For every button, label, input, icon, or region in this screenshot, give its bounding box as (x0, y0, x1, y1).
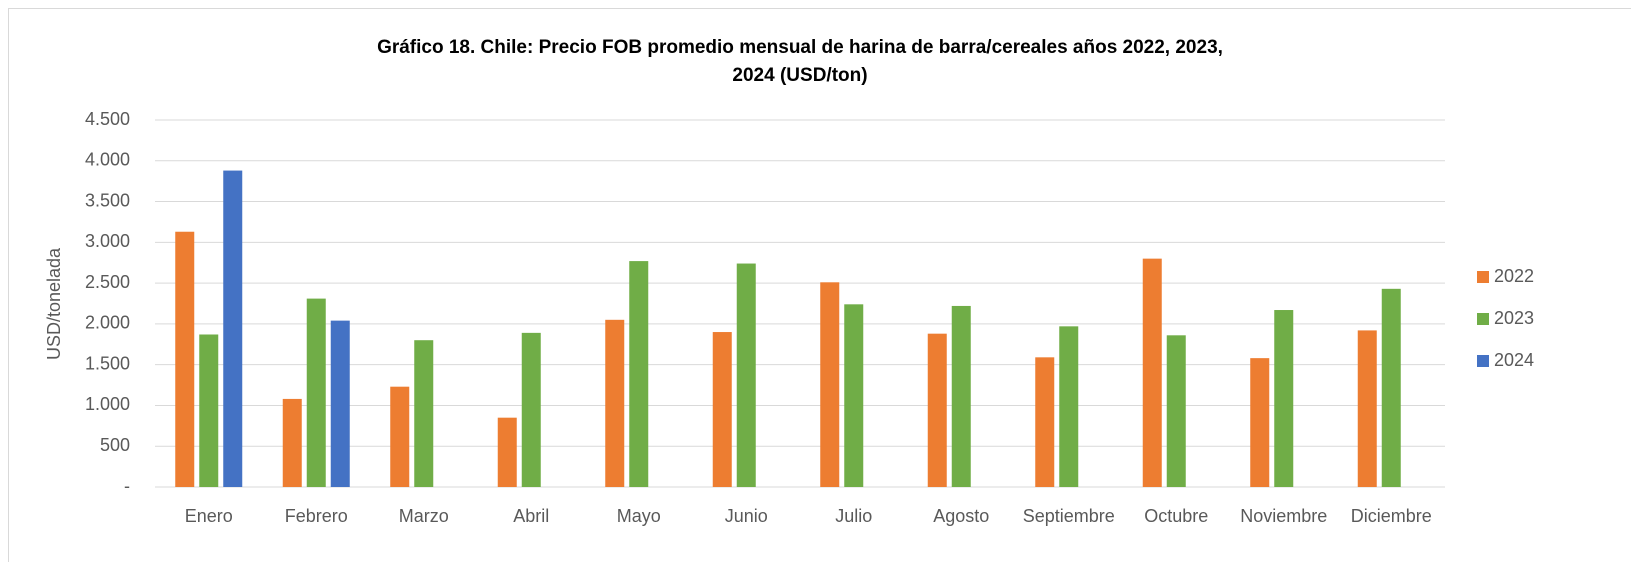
bar (330, 320, 350, 487)
bar (1166, 335, 1186, 487)
x-tick-label: Mayo (617, 506, 661, 526)
bar (1059, 326, 1079, 487)
bar (1274, 310, 1294, 487)
y-tick-label: - (124, 476, 130, 496)
x-tick-label: Enero (185, 506, 233, 526)
chart-title: Gráfico 18. Chile: Precio FOB promedio m… (377, 37, 1223, 58)
legend-swatch (1477, 313, 1489, 325)
bar (199, 334, 219, 487)
y-tick-label: 500 (100, 435, 130, 455)
bar (282, 398, 302, 487)
y-tick-label: 4.500 (85, 109, 130, 129)
bar (844, 304, 864, 487)
bar (820, 282, 840, 487)
x-tick-label: Febrero (285, 506, 348, 526)
bar (497, 417, 517, 487)
x-tick-label: Octubre (1144, 506, 1208, 526)
x-tick-label: Abril (513, 506, 549, 526)
x-tick-label: Marzo (399, 506, 449, 526)
bar (927, 333, 947, 487)
bar (605, 319, 625, 487)
bar (1381, 288, 1401, 487)
bar (390, 386, 410, 487)
bar (306, 298, 326, 487)
y-tick-label: 3.000 (85, 231, 130, 251)
x-tick-label: Junio (725, 506, 768, 526)
bar (736, 263, 756, 487)
y-axis-label: USD/tonelada (44, 247, 64, 360)
bar (223, 170, 243, 487)
x-tick-label: Noviembre (1240, 506, 1327, 526)
bar (629, 261, 649, 487)
x-tick-label: Agosto (933, 506, 989, 526)
y-tick-label: 1.500 (85, 353, 130, 373)
y-tick-label: 2.000 (85, 313, 130, 333)
y-tick-label: 2.500 (85, 272, 130, 292)
y-tick-label: 3.500 (85, 190, 130, 210)
legend-swatch (1477, 271, 1489, 283)
bar (521, 332, 541, 487)
bar (414, 340, 434, 487)
legend-label: 2024 (1494, 350, 1534, 370)
legend-swatch (1477, 355, 1489, 367)
legend-label: 2022 (1494, 266, 1534, 286)
bar (1142, 258, 1162, 487)
x-tick-label: Diciembre (1351, 506, 1432, 526)
bar (951, 305, 971, 487)
bar (175, 231, 195, 487)
bar (712, 332, 732, 487)
chart-title: 2024 (USD/ton) (732, 65, 867, 86)
bar (1250, 358, 1270, 487)
y-tick-label: 1.000 (85, 394, 130, 414)
legend-label: 2023 (1494, 308, 1534, 328)
x-tick-label: Septiembre (1023, 506, 1115, 526)
y-tick-label: 4.000 (85, 150, 130, 170)
bar (1035, 357, 1055, 487)
bar (1357, 330, 1377, 487)
x-tick-label: Julio (835, 506, 872, 526)
